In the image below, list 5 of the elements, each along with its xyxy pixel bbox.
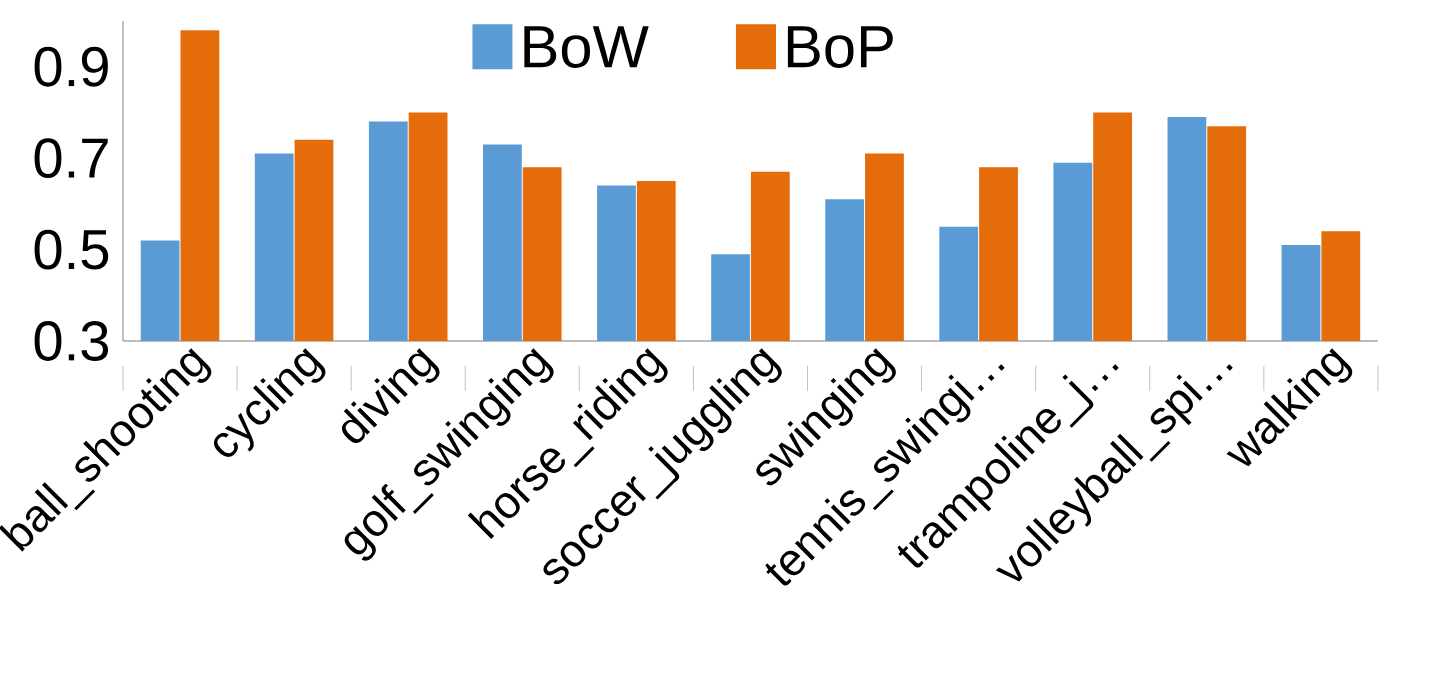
y-tick-label: 0.9	[34, 46, 108, 87]
y-tick-label: 0.5	[34, 229, 109, 270]
y-tick-label: 0.7	[34, 138, 108, 179]
legend-label: BoW	[524, 26, 649, 68]
legend-label: BoP	[787, 26, 893, 68]
